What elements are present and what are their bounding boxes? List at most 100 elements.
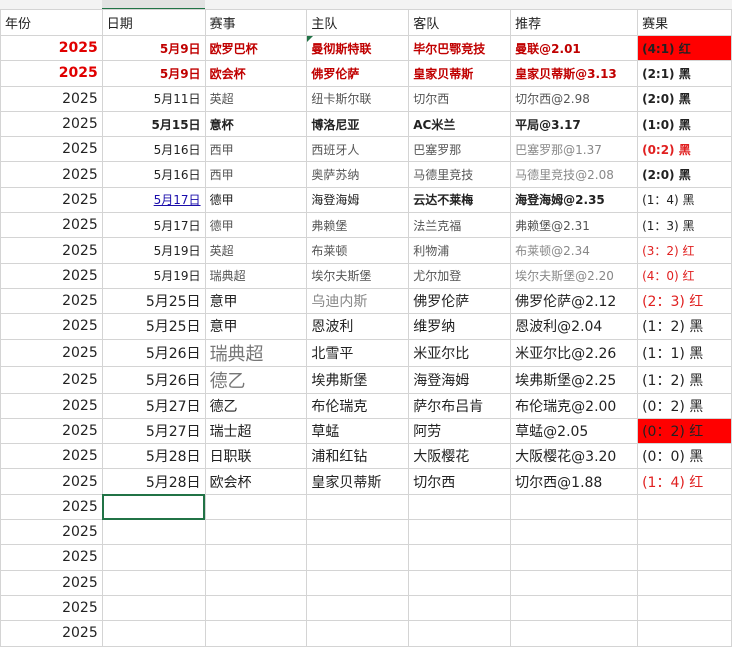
cell-home[interactable] <box>306 493 410 521</box>
header-year[interactable]: 年份 <box>0 9 103 36</box>
cell-home[interactable]: 奥萨苏纳 <box>306 161 410 188</box>
cell-year[interactable]: 2025 <box>0 392 103 419</box>
cell-result[interactable]: (1：2) 黑 <box>637 365 732 394</box>
cell-pick[interactable]: 埃弗斯堡@2.25 <box>510 365 639 394</box>
header-away[interactable]: 客队 <box>408 9 512 36</box>
cell-date[interactable] <box>101 569 206 596</box>
cell-pick[interactable] <box>510 493 639 521</box>
cell-pick[interactable] <box>510 594 639 622</box>
cell-result[interactable]: (3：2) 红 <box>637 237 732 264</box>
cell-away[interactable]: 皇家贝蒂斯 <box>408 60 512 87</box>
cell-away[interactable]: 马德里竞技 <box>408 161 512 188</box>
cell-year[interactable]: 2025 <box>0 313 103 340</box>
cell-league[interactable]: 欧罗巴杯 <box>204 34 308 62</box>
cell-league[interactable] <box>204 544 308 571</box>
cell-result[interactable]: (0：2) 黑 <box>637 392 732 419</box>
cell-result[interactable]: (0：2) 红 <box>637 417 732 445</box>
cell-result[interactable]: (1:0) 黑 <box>637 110 732 138</box>
cell-date[interactable] <box>101 519 206 546</box>
cell-date[interactable]: 5月17日 <box>101 186 206 214</box>
cell-pick[interactable]: 埃尔夫斯堡@2.20 <box>510 262 639 289</box>
cell-year[interactable]: 2025 <box>0 544 103 571</box>
cell-league[interactable] <box>204 519 308 546</box>
cell-away[interactable]: 大阪樱花 <box>408 443 512 470</box>
cell-league[interactable]: 德乙 <box>204 392 308 419</box>
cell-date[interactable]: 5月26日 <box>101 365 206 394</box>
cell-away[interactable] <box>408 620 512 647</box>
cell-year[interactable]: 2025 <box>0 620 103 647</box>
cell-pick[interactable]: 佛罗伦萨@2.12 <box>510 287 639 315</box>
cell-league[interactable]: 英超 <box>204 85 308 112</box>
cell-pick[interactable]: 马德里竞技@2.08 <box>510 161 639 188</box>
cell-result[interactable]: (2：3) 红 <box>637 287 732 315</box>
cell-home[interactable]: 博洛尼亚 <box>306 110 410 138</box>
cell-away[interactable] <box>408 493 512 521</box>
cell-away[interactable]: 维罗纳 <box>408 313 512 340</box>
cell-pick[interactable]: 弗赖堡@2.31 <box>510 212 639 239</box>
cell-pick[interactable]: 平局@3.17 <box>510 110 639 138</box>
cell-result[interactable]: (2:1) 黑 <box>637 60 732 87</box>
cell-result[interactable] <box>637 594 732 622</box>
cell-away[interactable]: 法兰克福 <box>408 212 512 239</box>
cell-league[interactable] <box>204 620 308 647</box>
cell-home[interactable] <box>306 620 410 647</box>
cell-home[interactable]: 恩波利 <box>306 313 410 340</box>
cell-home[interactable]: 弗赖堡 <box>306 212 410 239</box>
cell-away[interactable]: 阿劳 <box>408 417 512 445</box>
cell-league[interactable]: 德甲 <box>204 186 308 214</box>
cell-result[interactable] <box>637 493 732 521</box>
cell-league[interactable] <box>204 594 308 622</box>
cell-date[interactable]: 5月25日 <box>101 287 206 315</box>
cell-league[interactable]: 意甲 <box>204 313 308 340</box>
cell-league[interactable]: 西甲 <box>204 136 308 163</box>
cell-year[interactable]: 2025 <box>0 161 103 188</box>
cell-date[interactable]: 5月28日 <box>101 443 206 470</box>
cell-away[interactable]: 米亚尔比 <box>408 338 512 367</box>
cell-pick[interactable]: 海登海姆@2.35 <box>510 186 639 214</box>
cell-year[interactable]: 2025 <box>0 34 103 62</box>
cell-year[interactable]: 2025 <box>0 468 103 495</box>
cell-home[interactable]: 布莱顿 <box>306 237 410 264</box>
cell-pick[interactable]: 曼联@2.01 <box>510 34 639 62</box>
cell-home[interactable] <box>306 594 410 622</box>
cell-year[interactable]: 2025 <box>0 338 103 367</box>
cell-league[interactable]: 瑞典超 <box>204 338 308 367</box>
cell-pick[interactable]: 巴塞罗那@1.37 <box>510 136 639 163</box>
cell-year[interactable]: 2025 <box>0 85 103 112</box>
cell-league[interactable]: 瑞典超 <box>204 262 308 289</box>
cell-league[interactable] <box>204 493 308 521</box>
cell-pick[interactable]: 布莱顿@2.34 <box>510 237 639 264</box>
cell-away[interactable] <box>408 569 512 596</box>
cell-result[interactable]: (0：0) 黑 <box>637 443 732 470</box>
cell-league[interactable]: 瑞士超 <box>204 417 308 445</box>
spreadsheet-grid[interactable]: 年份 日期 赛事 主队 客队 推荐 赛果 2025 5月9日 欧罗巴杯 曼彻斯特联 毕尔巴鄂竞技 曼联@… <box>0 9 732 647</box>
cell-away[interactable]: 切尔西 <box>408 85 512 112</box>
cell-home[interactable]: 海登海姆 <box>306 186 410 214</box>
cell-home[interactable] <box>306 519 410 546</box>
cell-away[interactable]: 佛罗伦萨 <box>408 287 512 315</box>
header-result[interactable]: 赛果 <box>637 9 732 36</box>
cell-date[interactable]: 5月17日 <box>101 212 206 239</box>
cell-pick[interactable] <box>510 569 639 596</box>
cell-date[interactable]: 5月26日 <box>101 338 206 367</box>
cell-away[interactable]: 切尔西 <box>408 468 512 495</box>
header-league[interactable]: 赛事 <box>204 9 308 36</box>
cell-result[interactable]: (4：0) 红 <box>637 262 732 289</box>
cell-home[interactable]: 皇家贝蒂斯 <box>306 468 410 495</box>
cell-result[interactable] <box>637 544 732 571</box>
cell-date[interactable]: 5月11日 <box>101 85 206 112</box>
cell-league[interactable] <box>204 569 308 596</box>
cell-home[interactable]: 曼彻斯特联 <box>306 34 410 62</box>
cell-date[interactable] <box>101 493 206 521</box>
cell-date[interactable]: 5月16日 <box>101 161 206 188</box>
cell-league[interactable]: 日职联 <box>204 443 308 470</box>
cell-pick[interactable]: 切尔西@2.98 <box>510 85 639 112</box>
cell-date[interactable] <box>101 620 206 647</box>
cell-home[interactable] <box>306 544 410 571</box>
cell-year[interactable]: 2025 <box>0 262 103 289</box>
cell-away[interactable]: 尤尔加登 <box>408 262 512 289</box>
cell-home[interactable]: 浦和红钻 <box>306 443 410 470</box>
cell-league[interactable]: 英超 <box>204 237 308 264</box>
cell-year[interactable]: 2025 <box>0 287 103 315</box>
cell-date[interactable]: 5月15日 <box>101 110 206 138</box>
